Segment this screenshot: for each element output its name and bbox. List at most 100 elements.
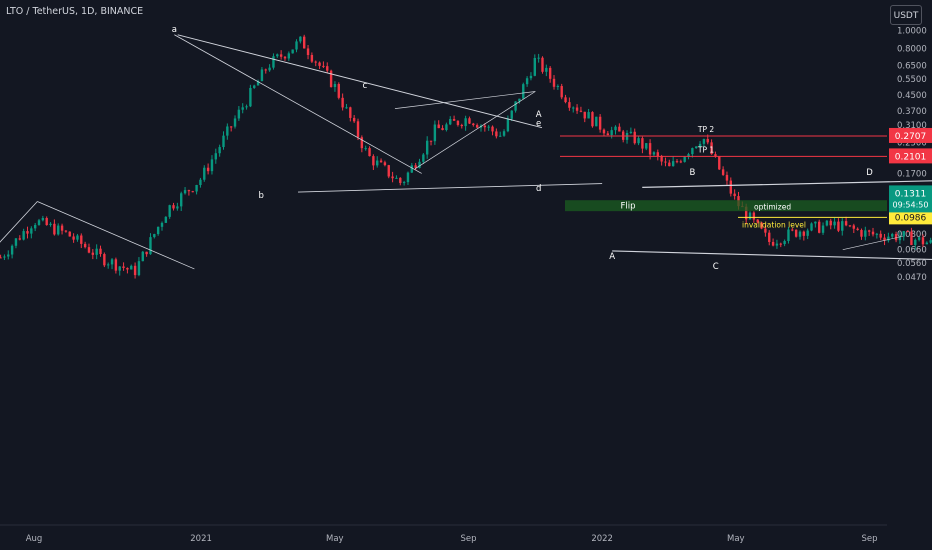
wave-label: d [536, 184, 541, 194]
candle-body [668, 162, 671, 167]
level-price-tag [889, 148, 932, 164]
candle-body [210, 159, 214, 172]
candle-body [76, 235, 79, 240]
candle-body [18, 238, 21, 240]
wave-label: a [172, 25, 177, 35]
candle-body [602, 129, 606, 134]
candle-body [3, 256, 6, 258]
candle-body [460, 124, 463, 127]
candle-body [791, 229, 794, 231]
candle-body [91, 252, 95, 255]
candle-body [637, 138, 640, 144]
candle-body [837, 221, 840, 231]
candle-body [222, 135, 225, 148]
candle-body [26, 231, 29, 234]
x-tick-label: 2021 [190, 534, 212, 544]
candle-body [894, 234, 898, 241]
level-price-label: 0.2101 [895, 152, 927, 162]
candle-body [153, 234, 156, 238]
candle-body [168, 205, 171, 217]
candle-body [349, 107, 352, 118]
candle-body [925, 242, 929, 245]
candle-body [552, 78, 556, 87]
candle-body [383, 162, 387, 166]
trend-line-b-d [298, 183, 603, 193]
level-price-label: 0.0986 [895, 213, 927, 223]
candle-body [645, 143, 648, 149]
candle-body [775, 243, 779, 246]
candle-body [814, 221, 817, 224]
candle-body [664, 161, 667, 163]
candle-body [272, 56, 275, 68]
candle-body [187, 190, 191, 192]
candle-body [64, 230, 68, 232]
candle-body [399, 177, 402, 183]
candle-body [268, 67, 271, 71]
countdown-label: 09:54:50 [893, 200, 929, 209]
candle-body [137, 261, 141, 276]
candle-body [110, 259, 114, 265]
candle-body [333, 84, 337, 88]
candle-body [914, 239, 917, 245]
candle-body [245, 106, 248, 108]
candle-body [748, 212, 752, 220]
candle-body [583, 111, 586, 119]
candle-body [356, 121, 360, 138]
trend-line [0, 201, 38, 243]
candle-body [237, 109, 241, 119]
flip-zone [565, 200, 887, 212]
trend-line-a-e [177, 34, 543, 129]
x-tick-label: Sep [460, 534, 476, 544]
candle-body [410, 165, 414, 173]
candle-body [568, 102, 571, 108]
candle-body [522, 84, 525, 99]
candle-body [856, 228, 859, 230]
y-tick-label: 1.0000 [897, 27, 927, 37]
candle-body [560, 86, 563, 98]
wave-label: e [536, 119, 541, 129]
wave-drawings [0, 34, 932, 270]
candle-body [871, 231, 875, 235]
wave-label: c [363, 81, 368, 91]
candle-body [783, 241, 786, 245]
candle-body [156, 226, 160, 235]
candle-body [606, 133, 610, 136]
candle-body [345, 107, 348, 109]
candle-body [875, 233, 879, 235]
candle-body [541, 57, 544, 72]
tp-label: TP 1 [697, 145, 714, 154]
candle-body [295, 41, 298, 50]
candle-body [233, 118, 237, 127]
candle-body [733, 193, 736, 197]
candle-body [283, 56, 287, 59]
candle-body [99, 248, 102, 255]
candle-body [80, 235, 83, 244]
wave-label: A [536, 110, 542, 120]
candle-body [395, 177, 398, 179]
candle-body [72, 236, 75, 240]
x-tick-label: May [326, 534, 344, 544]
candle-body [798, 231, 802, 237]
currency-button[interactable]: USDT [890, 5, 922, 25]
y-tick-label: 0.2500 [897, 138, 927, 148]
candle-body [149, 237, 152, 255]
candle-body [794, 229, 798, 237]
candle-body [126, 267, 129, 270]
candle-body [921, 237, 925, 245]
y-tick-label: 0.4500 [897, 91, 927, 101]
x-tick-label: May [727, 534, 745, 544]
candle-body [433, 124, 437, 142]
candle-body [587, 112, 590, 119]
candle-body [687, 154, 690, 157]
y-tick-label: 0.3700 [897, 107, 927, 117]
candle-body [514, 101, 517, 111]
candle-body [487, 126, 490, 128]
candle-body [33, 224, 37, 229]
candle-body [103, 254, 106, 266]
candle-body [256, 81, 260, 86]
candle-body [229, 126, 233, 128]
candle-body [264, 69, 267, 71]
current-price-label: 0.1311 [895, 189, 927, 199]
candle-body [641, 138, 644, 149]
